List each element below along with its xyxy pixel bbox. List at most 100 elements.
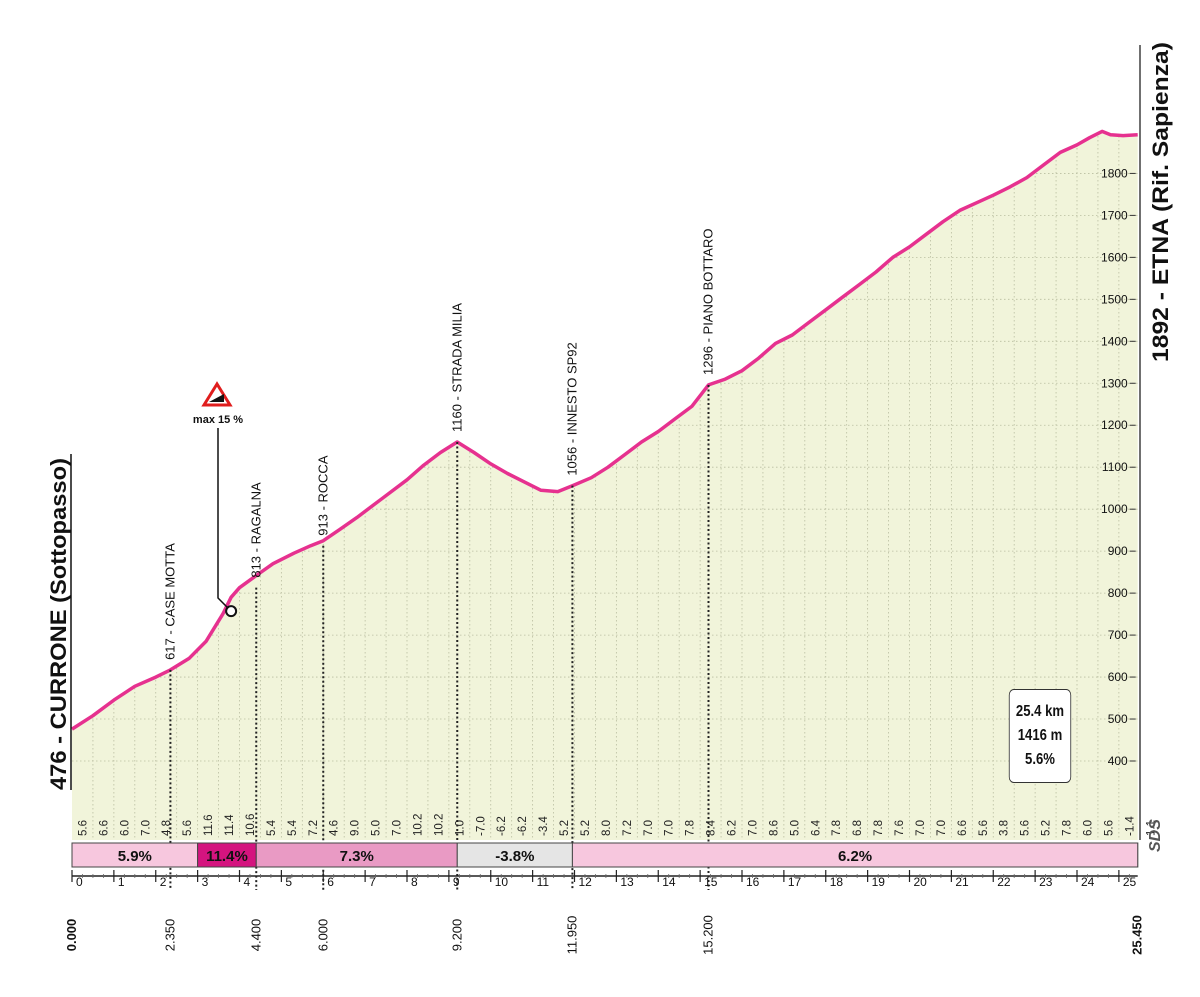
gradient-segment-label: 6.2% bbox=[838, 848, 872, 865]
km-gradient-value: -6.2 bbox=[496, 816, 508, 836]
km-gradient-value: 6.8 bbox=[852, 820, 864, 836]
profile-line bbox=[71, 129, 1138, 731]
stats-summary-box: 25.4 km 1416 m 5.6% bbox=[1008, 689, 1072, 783]
km-gradient-value: 1.1 bbox=[1145, 820, 1157, 836]
km-gradient-value: 5.6 bbox=[1020, 820, 1032, 836]
x-tick-label: 18 bbox=[830, 875, 844, 889]
max-gradient-point bbox=[225, 605, 238, 618]
slope-icon bbox=[209, 394, 224, 402]
start-title: 476 - CURRONE (Sottopasso) bbox=[46, 458, 71, 790]
x-tick-label: 0 bbox=[76, 875, 83, 889]
km-gradient-value: 7.0 bbox=[664, 820, 676, 836]
landmark-label: 813 - RAGALNA bbox=[248, 482, 263, 578]
km-gradient-value: 6.0 bbox=[119, 820, 131, 836]
landmark-label: 617 - CASE MOTTA bbox=[162, 543, 177, 660]
km-gradient-value: 5.0 bbox=[789, 820, 801, 836]
x-tick-label: 3 bbox=[202, 875, 209, 889]
y-tick-label: 900 bbox=[1108, 544, 1128, 558]
y-tick-label: 1500 bbox=[1101, 292, 1128, 306]
km-gradient-value: -7.0 bbox=[475, 816, 487, 836]
km-gradient-value: 5.0 bbox=[371, 820, 383, 836]
x-tick-label: 24 bbox=[1081, 875, 1095, 889]
x-tick-label: 17 bbox=[788, 875, 802, 889]
gradient-segment-label: -3.8% bbox=[495, 848, 534, 865]
gradient-segment-label: 5.9% bbox=[118, 848, 152, 865]
max-gradient-label: max 15 % bbox=[193, 414, 243, 426]
km-gradient-value: 11.4 bbox=[224, 814, 236, 836]
x-tick-label: 19 bbox=[872, 875, 886, 889]
x-tick-label: 7 bbox=[369, 875, 376, 889]
landmark-km: 11.950 bbox=[564, 916, 579, 955]
x-tick-label: 4 bbox=[244, 875, 251, 889]
x-tick-label: 20 bbox=[914, 875, 928, 889]
km-gradient-value: 5.6 bbox=[182, 820, 194, 836]
y-tick-label: 1200 bbox=[1101, 418, 1128, 432]
landmark-km: 15.200 bbox=[701, 915, 716, 955]
brand-logo: SDS bbox=[1147, 819, 1164, 852]
stats-climb: 1416 m bbox=[1017, 727, 1063, 744]
profile-area bbox=[71, 129, 1138, 840]
km-gradient-value: 3.8 bbox=[999, 820, 1011, 836]
gradient-segment-label: 11.4% bbox=[206, 848, 248, 865]
km-gradient-value: 5.2 bbox=[1041, 820, 1053, 836]
y-tick-label: 1000 bbox=[1101, 502, 1128, 516]
y-tick-label: 500 bbox=[1108, 712, 1128, 726]
km-gradient-value: 9.0 bbox=[350, 820, 362, 836]
x-tick-label: 21 bbox=[955, 875, 969, 889]
km-gradient-value: 7.8 bbox=[1062, 820, 1074, 836]
landmark-label: 913 - ROCCA bbox=[315, 455, 330, 536]
km-gradient-value: 7.8 bbox=[685, 820, 697, 836]
stats-avg-gradient: 5.6% bbox=[1025, 751, 1055, 768]
y-tick-label: 1700 bbox=[1101, 208, 1128, 222]
max-gradient-sign: max 15 % bbox=[193, 381, 243, 618]
km-gradient-value: 5.2 bbox=[559, 820, 571, 836]
km-gradient-value: 5.6 bbox=[978, 820, 990, 836]
landmark-label: 1056 - INNESTO SP92 bbox=[564, 342, 579, 475]
km-gradient-value: 6.6 bbox=[98, 820, 110, 836]
km-gradient-row: 5.6 6.6 6.0 7.0 4.8 5.6 11.6 11.4 10.6 5.4 5.4 7.2 4… bbox=[77, 814, 1157, 836]
x-tick-label: 12 bbox=[579, 875, 593, 889]
km-gradient-value: 5.6 bbox=[1103, 820, 1115, 836]
x-tick-label: 13 bbox=[620, 875, 634, 889]
km-gradient-value: 7.0 bbox=[915, 820, 927, 836]
gradient-segment bbox=[456, 842, 573, 868]
gradient-segment-bar: 5.9% 11.4% 7.3% -3.8% 6.2% bbox=[71, 842, 1139, 868]
y-tick-label: 1400 bbox=[1101, 334, 1128, 348]
y-tick-label: 400 bbox=[1108, 754, 1128, 768]
profile-fill bbox=[72, 131, 1138, 840]
max-gradient-pointer bbox=[217, 428, 232, 612]
km-gradient-value: 7.8 bbox=[873, 820, 885, 836]
x-tick-label: 1 bbox=[118, 875, 125, 889]
km-gradient-value: 6.6 bbox=[957, 820, 969, 836]
gradient-segment-label: 7.3% bbox=[340, 848, 374, 865]
x-tick-label: 11 bbox=[537, 875, 550, 889]
landmark-label: 1160 - STRADA MILIA bbox=[449, 303, 464, 432]
y-tick-label: 1800 bbox=[1101, 166, 1128, 180]
km-gradient-value: 8.6 bbox=[768, 820, 780, 836]
x-tick-label: 8 bbox=[411, 875, 418, 889]
km-gradient-value: 11.6 bbox=[203, 814, 215, 836]
km-gradient-value: 7.6 bbox=[894, 820, 906, 836]
km-gradient-value: 4.8 bbox=[161, 820, 173, 836]
km-gradient-value: 4.6 bbox=[329, 820, 341, 836]
landmark-km: 9.200 bbox=[449, 919, 464, 952]
y-tick-label: 1300 bbox=[1101, 376, 1128, 390]
x-tick-label: 2 bbox=[160, 875, 167, 889]
km-gradient-value: -6.2 bbox=[517, 816, 529, 836]
gradient-segment bbox=[71, 842, 199, 868]
end-km: 25.450 bbox=[1130, 915, 1145, 955]
x-axis: 0 1 2 3 4 5 6 7 8 9 10 11 12 13 14 15 16 17 18 19 20 21 22 23 24… bbox=[71, 870, 1138, 889]
km-gradient-value: 10.6 bbox=[245, 814, 257, 836]
landmark-label: 1296 - PIANO BOTTARO bbox=[701, 229, 716, 375]
km-gradient-value: 8.0 bbox=[601, 820, 613, 836]
gradient-segment bbox=[197, 842, 257, 868]
gradient-segment bbox=[571, 842, 1139, 868]
km-gradient-value: 6.0 bbox=[1082, 820, 1094, 836]
km-gradient-value: 7.2 bbox=[308, 820, 320, 836]
y-axis: 400 500 600 700 800 900 1000 1100 1200 1300 1400 15… bbox=[1101, 166, 1136, 768]
x-tick-label: 5 bbox=[285, 875, 292, 889]
y-tick-label: 1600 bbox=[1101, 250, 1128, 264]
landmark-km: 6.000 bbox=[315, 919, 330, 952]
x-tick-label: 16 bbox=[746, 875, 760, 889]
km-gradient-value: 7.2 bbox=[622, 820, 634, 836]
